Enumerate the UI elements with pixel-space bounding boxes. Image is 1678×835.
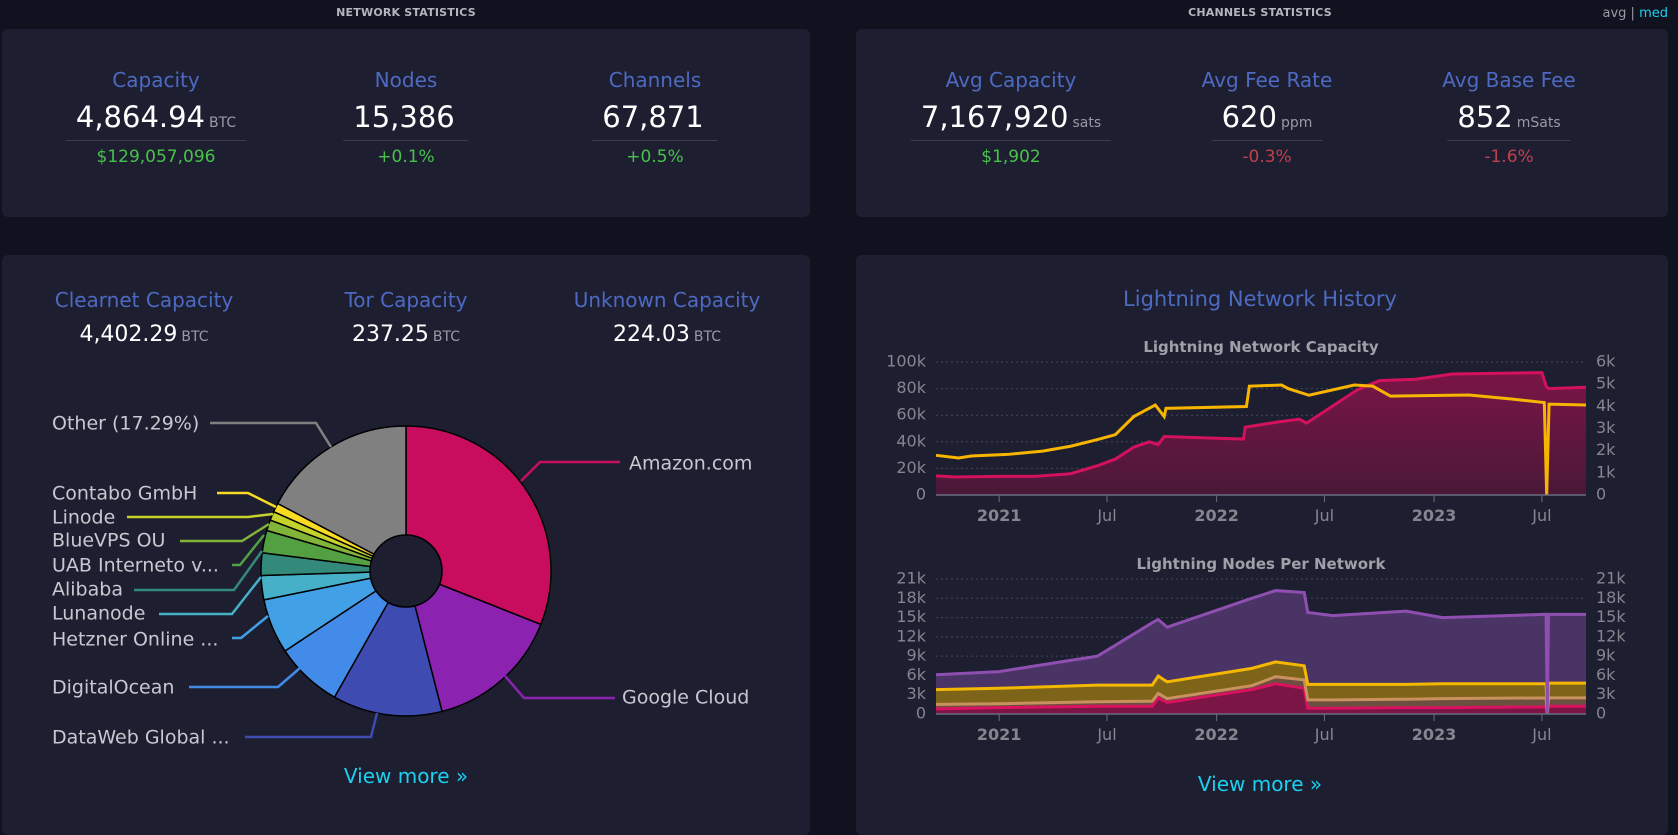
- stat-change: +0.1%: [377, 147, 435, 167]
- network-stats-capacity: Capacity 4,864.94 BTC $129,057,096: [65, 68, 247, 167]
- capacity-value-row: 4,402.29 BTC: [55, 322, 234, 347]
- stat-change: $1,902: [981, 147, 1041, 167]
- stat-unit: sats: [1072, 115, 1102, 131]
- stat-unit: BTC: [209, 115, 237, 131]
- capacity-1: Tor Capacity 237.25 BTC: [344, 288, 467, 347]
- stat-value-row: 67,871: [592, 100, 718, 141]
- stat-label: Avg Capacity: [945, 68, 1077, 92]
- channels-stats-avg-fee-rate: Avg Fee Rate 620 ppm -0.3%: [1202, 68, 1333, 167]
- stat-label: Avg Fee Rate: [1201, 68, 1333, 92]
- channels-statistics-card: [856, 29, 1668, 217]
- network-stats-nodes: Nodes 15,386 +0.1%: [343, 68, 469, 167]
- capacity-label: Clearnet Capacity: [54, 288, 234, 312]
- stat-value: 7,167,920: [920, 100, 1069, 134]
- capacity-label: Unknown Capacity: [573, 288, 761, 312]
- stat-value: 852: [1457, 100, 1513, 134]
- channels-stats-avg-base-fee: Avg Base Fee 852 mSats -1.6%: [1442, 68, 1575, 167]
- avg-med-toggle: avg | med: [1602, 6, 1668, 21]
- providers-view-more-link[interactable]: View more »: [343, 764, 469, 788]
- stat-unit: mSats: [1516, 115, 1561, 131]
- stat-label: Avg Base Fee: [1442, 68, 1576, 92]
- channels-statistics-heading: CHANNELS STATISTICS: [1188, 6, 1332, 19]
- network-statistics-heading: NETWORK STATISTICS: [336, 6, 476, 19]
- stat-change: $129,057,096: [96, 147, 216, 167]
- capacity-value: 224.03: [612, 322, 690, 347]
- stat-value-row: 620 ppm: [1211, 100, 1323, 141]
- capacity-unit: BTC: [432, 329, 461, 345]
- stat-value: 15,386: [353, 100, 455, 134]
- stat-value-row: 15,386: [343, 100, 469, 141]
- history-view-more-link[interactable]: View more »: [1197, 772, 1323, 796]
- stat-value: 67,871: [602, 100, 704, 134]
- med-option[interactable]: med: [1639, 6, 1668, 21]
- capacity-value: 4,402.29: [79, 322, 178, 347]
- stat-change: -0.3%: [1242, 147, 1292, 167]
- stat-label: Channels: [608, 68, 702, 92]
- capacity-value-row: 237.25 BTC: [344, 322, 467, 347]
- avg-option[interactable]: avg: [1602, 6, 1627, 21]
- network-statistics-card: [2, 29, 810, 217]
- capacity-value: 237.25: [351, 322, 429, 347]
- stat-label: Nodes: [374, 68, 438, 92]
- toggle-separator: |: [1630, 6, 1635, 21]
- capacity-2: Unknown Capacity 224.03 BTC: [574, 288, 761, 347]
- channels-stats-avg-capacity: Avg Capacity 7,167,920 sats $1,902: [910, 68, 1112, 167]
- capacity-unit: BTC: [693, 329, 722, 345]
- capacity-value-row: 224.03 BTC: [574, 322, 761, 347]
- history-title: Lightning Network History: [1123, 287, 1397, 311]
- stat-value-row: 4,864.94 BTC: [65, 100, 247, 141]
- stat-unit: ppm: [1280, 115, 1313, 131]
- stat-value-row: 7,167,920 sats: [910, 100, 1112, 141]
- stat-change: -1.6%: [1484, 147, 1534, 167]
- capacity-unit: BTC: [181, 329, 209, 345]
- stat-value: 4,864.94: [75, 100, 206, 134]
- stat-value-row: 852 mSats: [1447, 100, 1571, 141]
- stat-change: +0.5%: [626, 147, 684, 167]
- capacity-label: Tor Capacity: [344, 288, 468, 312]
- network-stats-channels: Channels 67,871 +0.5%: [592, 68, 718, 167]
- stat-value: 620: [1221, 100, 1277, 134]
- stat-label: Capacity: [112, 68, 200, 92]
- network-history-card: [856, 255, 1668, 835]
- capacity-0: Clearnet Capacity 4,402.29 BTC: [55, 288, 234, 347]
